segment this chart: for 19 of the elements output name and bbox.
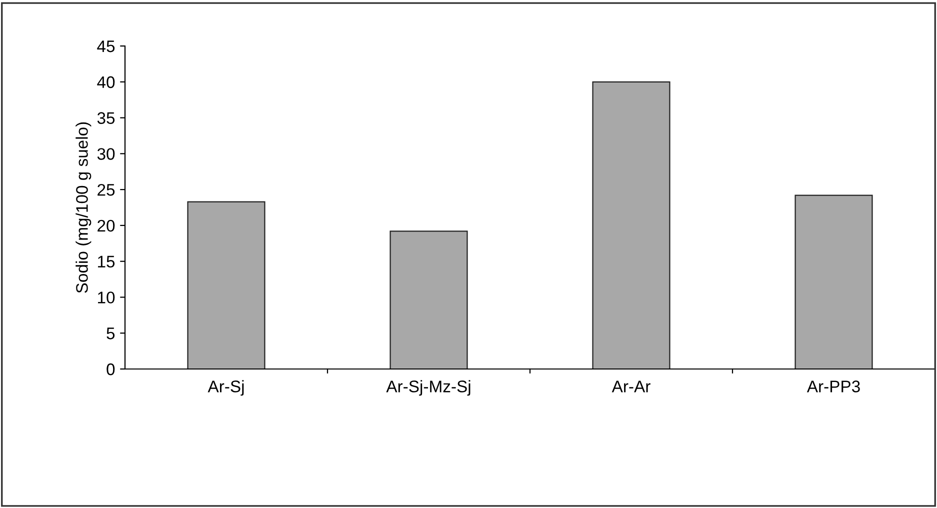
bar	[794, 194, 873, 369]
y-axis-title: Sodio (mg/100 g suelo)	[76, 122, 92, 293]
x-tick-label: Ar-PP3	[806, 380, 860, 392]
y-tick-label: 0	[106, 363, 115, 376]
y-tick-label: 10	[98, 292, 115, 304]
y-tick-label: 30	[97, 148, 115, 160]
bar	[592, 81, 670, 369]
x-tick-label: Ar-Ar	[612, 380, 650, 392]
y-tick-label: 45	[97, 40, 115, 52]
x-tick-label: Ar-Sj-Mz-Sj	[386, 380, 470, 396]
y-tick-label: 20	[98, 220, 115, 232]
y-tick-label: 5	[106, 328, 115, 340]
y-tick-label: 40	[97, 76, 115, 88]
x-tick-label: Ar-Sj	[208, 380, 244, 396]
bar	[187, 201, 266, 369]
y-tick-label: 15	[98, 256, 115, 268]
bar	[390, 230, 468, 369]
y-tick-label: 35	[97, 112, 115, 124]
y-tick-label: 25	[98, 184, 115, 196]
